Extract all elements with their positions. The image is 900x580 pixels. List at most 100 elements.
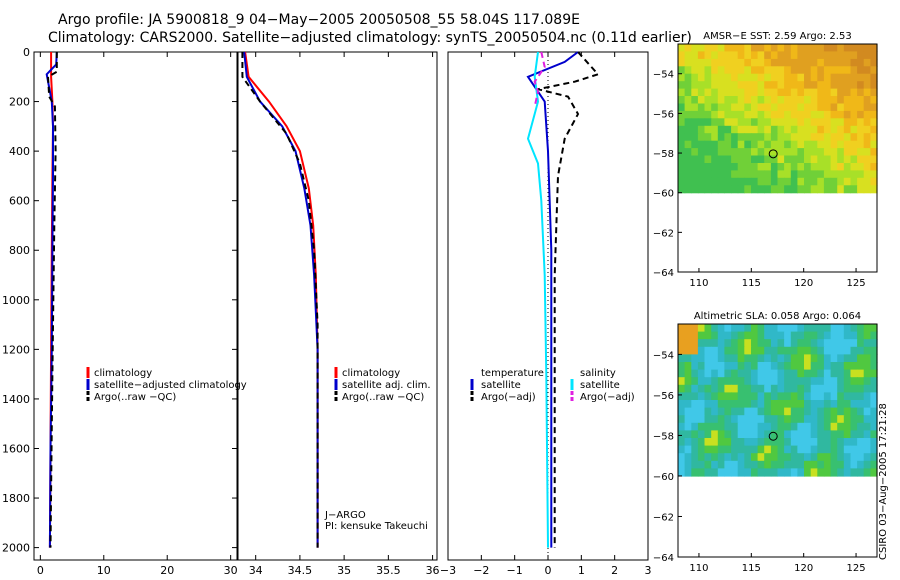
sla_map-cell: [830, 324, 838, 333]
sla_map-cell: [737, 384, 745, 393]
sst_map-cell: [784, 96, 792, 104]
sst_map-cell: [770, 73, 779, 82]
sla_map-cell: [804, 422, 812, 431]
sla_map-cell: [823, 354, 832, 363]
sla_map-cell: [804, 346, 812, 355]
sst_map-cell: [691, 185, 699, 194]
sst_map-cell: [757, 177, 765, 186]
sla_map-cell: [684, 400, 692, 409]
sst_map-cell: [678, 148, 686, 157]
sst_map-cell: [804, 118, 812, 127]
sst_map-cell: [724, 110, 732, 119]
sst_map-cell: [870, 103, 878, 112]
sla_map-cell: [863, 331, 871, 340]
sla_map-cell: [777, 430, 785, 439]
sst_map-cell: [804, 103, 812, 112]
sst_map-cell: [843, 110, 851, 119]
sst_map-cell: [830, 88, 838, 97]
sst_map-cell: [691, 148, 699, 157]
sla_map-cell: [724, 400, 732, 409]
sst_map-cell: [870, 118, 878, 127]
sla_map-cell: [678, 384, 686, 393]
sst_map-cell: [711, 125, 719, 134]
sla_map-cell: [724, 339, 732, 348]
sst_map-cell: [817, 96, 825, 104]
sla_map-cell: [764, 324, 772, 333]
sst_map-cell: [744, 170, 752, 179]
sla_map-cell: [770, 392, 779, 401]
sla_map-cell: [790, 377, 798, 386]
sla_map-cell: [837, 415, 845, 424]
sst_map-cell: [870, 66, 878, 75]
sla_map-cell: [863, 422, 871, 431]
sla_map-cell: [823, 453, 832, 462]
sla_map-cell: [744, 354, 752, 363]
sst_map-cell: [810, 155, 818, 164]
sla_map-cell: [863, 453, 871, 462]
sst_map-cell: [823, 110, 832, 119]
salinity-annotation: PI: kensuke Takeuchi: [325, 521, 428, 532]
sla_map-cell: [830, 468, 838, 477]
sla_map-cell: [810, 369, 818, 378]
sla_map-xtick-label: 110: [689, 563, 708, 574]
sst_map-cell: [830, 163, 838, 171]
sst_map-cell: [704, 96, 712, 104]
sla_map-cell: [857, 362, 865, 371]
sla_map-cell: [823, 400, 832, 409]
sla_map-cell: [830, 362, 838, 371]
sst_map-cell: [823, 44, 832, 52]
sla_map-cell: [684, 354, 692, 363]
sst_map-cell: [830, 58, 838, 67]
sst_map-cell: [870, 88, 878, 97]
difference-series-3: [533, 51, 546, 107]
sla_map-cell: [843, 438, 851, 447]
sla_map-ytick-label: −58: [653, 431, 674, 442]
sst_map-cell: [678, 110, 686, 119]
sla_map-cell: [684, 339, 692, 348]
sla_map-cell: [777, 453, 785, 462]
sla_map-cell: [717, 422, 725, 431]
sst_map-cell: [857, 44, 865, 52]
sst_map-cell: [797, 118, 805, 127]
sst_map-cell: [850, 51, 858, 60]
sla_map-cell: [770, 377, 779, 386]
sla_map-cell: [770, 331, 779, 340]
sst_map-cell: [737, 177, 745, 186]
sst_map-cell: [777, 118, 785, 127]
sla_map-cell: [691, 324, 699, 333]
sst_map-cell: [870, 125, 878, 134]
sla_map-cell: [751, 445, 759, 454]
sla_map-cell: [724, 331, 732, 340]
sst_map-cell: [757, 170, 765, 179]
sst_map-cell: [804, 66, 812, 75]
sst_map-cell: [731, 148, 739, 157]
sla_map-cell: [724, 415, 732, 424]
sla_map-cell: [731, 438, 739, 447]
sla_map-cell: [684, 422, 692, 431]
credit-stamp: CSIRO 03−Aug−2005 17:21:28: [878, 403, 889, 560]
sla_map-cell: [850, 384, 858, 393]
sst_map-cell: [843, 73, 851, 82]
sst_map-cell: [757, 110, 765, 119]
sla_map-cell: [797, 407, 805, 416]
sla_map-cell: [717, 369, 725, 378]
sst_map-cell: [770, 125, 779, 134]
sst_map-cell: [724, 88, 732, 97]
sla_map-cell: [678, 430, 686, 439]
sla_map-cell: [857, 453, 865, 462]
sla_map-cell: [717, 354, 725, 363]
sst_map-cell: [777, 58, 785, 67]
sla_map-cell: [757, 377, 765, 386]
sst_map-cell: [704, 73, 712, 82]
sst_map-cell: [790, 103, 798, 112]
sst_map-cell: [857, 185, 865, 194]
sst_map-cell: [790, 118, 798, 127]
sst_map-cell: [837, 66, 845, 75]
sst_map-cell: [764, 185, 772, 194]
sst_map-cell: [857, 110, 865, 119]
sst_map-cell: [731, 163, 739, 171]
sst_map-cell: [777, 81, 785, 90]
sst_map-cell: [711, 96, 719, 104]
sst_map-cell: [737, 96, 745, 104]
sla_map-cell: [704, 354, 712, 363]
